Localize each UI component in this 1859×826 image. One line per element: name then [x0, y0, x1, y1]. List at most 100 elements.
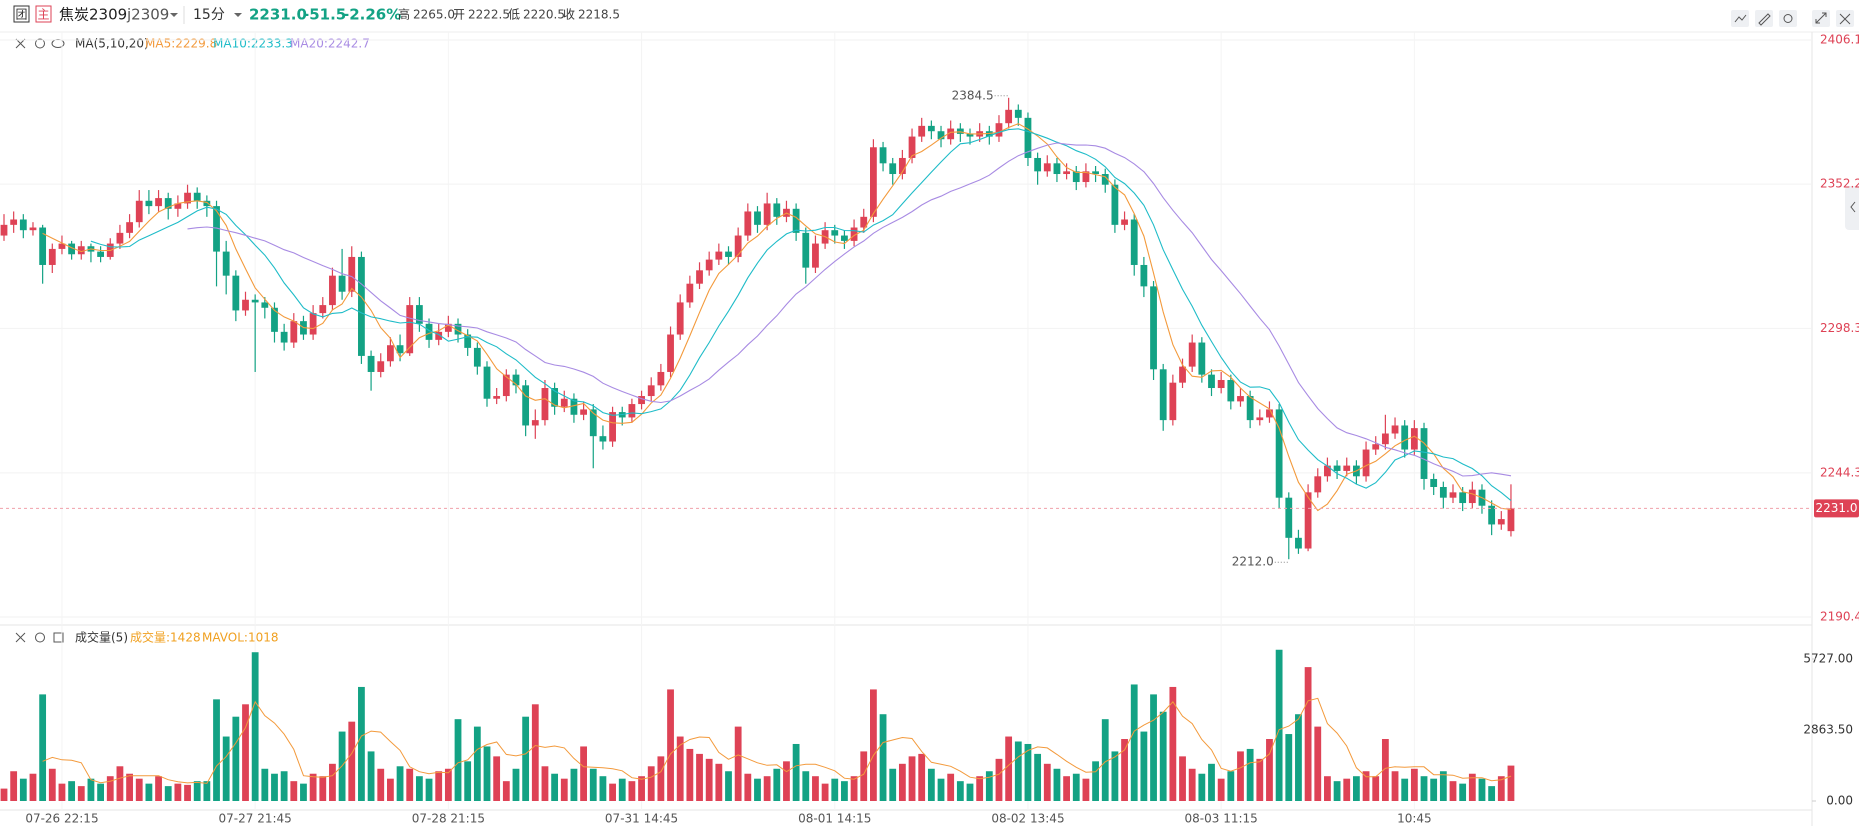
volume-bar — [676, 736, 684, 801]
volume-bar — [870, 689, 877, 801]
volume-bar — [628, 781, 636, 801]
volume-bar — [1353, 776, 1360, 801]
volume-bar — [1198, 773, 1206, 801]
candle-body — [1391, 425, 1399, 434]
x-tick-label: 10:45 — [1397, 812, 1432, 826]
candle-body — [242, 299, 249, 311]
volume-legend: 成交量:1428 — [130, 630, 201, 645]
symbol-code[interactable]: j2309 — [126, 6, 169, 24]
volume-bar — [918, 753, 926, 801]
volume-bar — [1304, 667, 1312, 801]
volume-bar — [638, 776, 645, 801]
volume-bar — [1372, 776, 1380, 801]
volume-bar — [551, 773, 559, 801]
volume-bar — [947, 773, 955, 801]
close-icon[interactable] — [15, 632, 26, 643]
period[interactable]: 15分 — [193, 7, 225, 23]
y-tick-label: 2244.3 — [1820, 465, 1859, 479]
volume-bar — [531, 704, 539, 801]
candle-body — [483, 366, 491, 399]
settings-icon[interactable] — [35, 632, 45, 643]
volume-bar — [251, 652, 259, 801]
volume-bar — [937, 778, 945, 801]
candle-body — [174, 203, 182, 209]
candle-body — [0, 224, 8, 236]
volume-bar — [367, 751, 375, 801]
dropdown-arrow[interactable] — [170, 13, 178, 17]
volume-bar — [1179, 756, 1186, 801]
candle-body — [1111, 184, 1119, 225]
volume-bar — [1362, 771, 1370, 801]
candle-body — [1063, 171, 1070, 175]
candle-body — [676, 302, 684, 335]
y-tick-label: 2298.3 — [1820, 321, 1859, 335]
volume-bar — [763, 776, 771, 801]
volume-bar — [1439, 771, 1447, 801]
candle-body — [1246, 396, 1254, 421]
candle-body — [773, 203, 781, 217]
badge[interactable]: 主 — [37, 8, 49, 22]
volume-bar — [783, 761, 790, 801]
candle-body — [145, 200, 153, 207]
candle-body — [309, 313, 317, 335]
candle-body — [1024, 117, 1032, 158]
volume-bar — [802, 771, 810, 801]
badge[interactable]: 团 — [15, 8, 27, 22]
candle-body — [638, 396, 645, 405]
volume-bar — [1381, 739, 1389, 801]
candle-body — [1072, 171, 1080, 183]
volume-bar — [1140, 731, 1148, 801]
volume-bar — [106, 776, 114, 801]
settings-icon[interactable] — [35, 38, 45, 49]
volume-bar — [1072, 773, 1080, 801]
volume-bar — [29, 773, 37, 801]
volume-bar — [609, 783, 616, 801]
tool-icon — [1815, 12, 1827, 24]
candle-body — [48, 248, 56, 265]
volume-bar — [261, 768, 269, 801]
volume-bar — [232, 716, 240, 801]
volume-bar — [1324, 776, 1331, 801]
candle-body — [319, 305, 327, 314]
candle-body — [203, 200, 211, 207]
dropdown-arrow[interactable] — [234, 13, 242, 17]
volume-bar — [696, 753, 703, 801]
candle-body — [1381, 433, 1389, 445]
volume-bar — [1121, 739, 1128, 801]
volume-bar — [280, 771, 288, 801]
badge-box[interactable] — [35, 5, 52, 23]
candle-body — [589, 409, 597, 437]
candle-body — [19, 219, 27, 231]
volume-bar — [213, 699, 220, 801]
volume-bar — [1111, 751, 1119, 801]
volume-bar — [1034, 753, 1042, 801]
volume-bar — [126, 773, 133, 801]
change: -51.5 — [303, 6, 346, 24]
tool-button[interactable] — [1779, 10, 1797, 27]
indicator-name: MA(5,10,20) — [75, 37, 149, 51]
volume-bar — [1285, 734, 1293, 801]
candle-body — [68, 243, 76, 255]
add-icon[interactable] — [53, 632, 64, 643]
volume-bar — [512, 768, 520, 801]
volume-bar — [705, 758, 713, 801]
volume-tick-label: 5727.00 — [1803, 652, 1853, 666]
ma-legend: MA20:2242.7 — [290, 37, 370, 51]
ma-line — [42, 123, 1512, 512]
volume-bar — [135, 778, 143, 801]
candle-body — [599, 436, 607, 442]
volume-bar — [444, 768, 452, 801]
candle-body — [609, 412, 616, 442]
candle-body — [908, 136, 916, 158]
badge-box[interactable] — [13, 5, 30, 23]
candle-body — [387, 345, 394, 362]
volume-ma-line — [42, 697, 1512, 784]
volume-bar — [203, 781, 211, 801]
volume-tick-label: 2863.50 — [1803, 723, 1853, 737]
candle-body — [155, 198, 162, 207]
volume-bar — [599, 776, 607, 801]
candle-body — [995, 123, 1003, 137]
volume-bar — [686, 748, 694, 801]
volume-bar — [290, 781, 298, 801]
candle-body — [464, 334, 472, 348]
